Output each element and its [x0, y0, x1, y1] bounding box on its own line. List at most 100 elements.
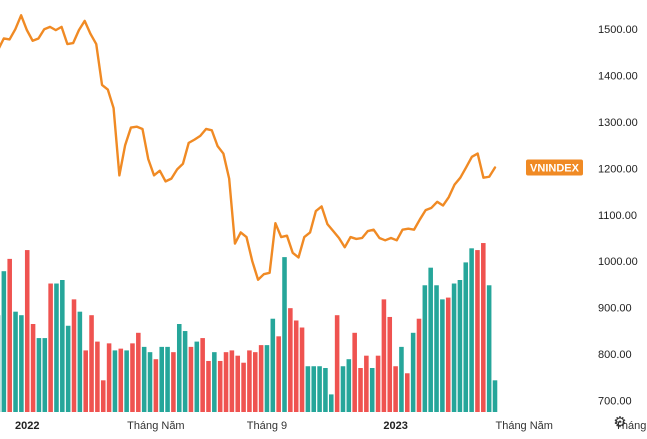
volume-bar: [60, 280, 65, 412]
volume-bar: [165, 347, 170, 412]
volume-bar: [405, 373, 410, 412]
volume-bar: [393, 366, 398, 412]
volume-bar: [7, 259, 12, 412]
volume-bar: [72, 299, 77, 412]
volume-bar: [282, 257, 287, 412]
volume-bar: [446, 298, 451, 412]
volume-bar: [329, 394, 334, 412]
volume-bar: [142, 347, 147, 412]
volume-bar: [370, 368, 375, 412]
y-tick-label: 700.00: [598, 395, 632, 407]
volume-bar: [113, 350, 118, 412]
volume-bars: [0, 243, 497, 412]
y-tick-label: 800.00: [598, 349, 632, 361]
volume-bar: [136, 333, 141, 412]
volume-bar: [300, 328, 305, 412]
volume-bar: [265, 345, 270, 412]
volume-bar: [2, 271, 7, 412]
volume-bar: [335, 315, 340, 412]
volume-bar: [306, 366, 311, 412]
x-tick-label: 2022: [15, 420, 39, 432]
volume-bar: [463, 262, 468, 412]
y-tick-label: 1500.00: [598, 24, 638, 36]
y-tick-label: 1000.00: [598, 256, 638, 268]
volume-bar: [195, 342, 200, 412]
volume-bar: [183, 331, 188, 412]
volume-bar: [54, 284, 59, 412]
volume-bar: [83, 350, 88, 412]
x-tick-label: Tháng Năm: [495, 420, 552, 432]
y-tick-label: 1300.00: [598, 117, 638, 129]
volume-bar: [493, 380, 498, 412]
volume-bar: [376, 356, 381, 412]
volume-bar: [317, 366, 322, 412]
x-tick-label: Tháng Năm: [127, 420, 184, 432]
volume-bar: [230, 350, 235, 412]
volume-bar: [271, 319, 276, 412]
volume-bar: [323, 368, 328, 412]
volume-bar: [101, 380, 106, 412]
volume-bar: [364, 356, 369, 412]
gear-icon[interactable]: ⚙: [611, 414, 629, 432]
volume-bar: [358, 368, 363, 412]
volume-bar: [247, 350, 252, 412]
volume-bar: [13, 312, 18, 412]
volume-bar: [212, 352, 217, 412]
y-axis: 1500.001400.001300.001200.001100.001000.…: [598, 24, 638, 407]
price-line-layer: [0, 15, 495, 279]
volume-bar: [107, 343, 112, 412]
volume-bar: [25, 250, 30, 412]
volume-bar: [382, 299, 387, 412]
volume-bar: [469, 248, 474, 412]
volume-bar: [177, 324, 182, 412]
volume-bar: [276, 336, 281, 412]
volume-bar: [428, 268, 433, 412]
volume-bar: [294, 320, 299, 412]
volume-bar: [31, 324, 36, 412]
volume-bar: [78, 312, 83, 412]
volume-bar: [148, 352, 153, 412]
y-tick-label: 900.00: [598, 303, 632, 315]
y-tick-label: 1100.00: [598, 210, 637, 222]
x-tick-label: Tháng 9: [247, 420, 287, 432]
volume-bar: [347, 359, 352, 412]
volume-bar: [341, 366, 346, 412]
volume-bar: [253, 352, 258, 412]
volume-bar: [171, 352, 176, 412]
volume-bar: [434, 285, 439, 412]
volume-bar: [399, 347, 404, 412]
volume-bar: [224, 352, 229, 412]
volume-bar: [241, 363, 246, 412]
volume-bar: [475, 250, 480, 412]
volume-bar: [37, 338, 42, 412]
volume-bar: [352, 333, 357, 412]
volume-bar: [288, 308, 293, 412]
volume-bar: [487, 285, 492, 412]
volume-bar: [95, 342, 100, 412]
volume-bar: [119, 349, 124, 412]
volume-bar: [417, 319, 422, 412]
volume-bar: [452, 284, 457, 412]
vnindex-line: [0, 15, 495, 279]
volume-bar: [218, 361, 223, 412]
volume-bar: [19, 315, 24, 412]
volume-bar: [423, 285, 428, 412]
volume-bar: [130, 343, 135, 412]
volume-bar: [311, 366, 316, 412]
volume-bar: [189, 347, 194, 412]
last-value-badge: VNINDEX: [526, 159, 583, 175]
volume-bar: [259, 345, 264, 412]
volume-bar: [411, 333, 416, 412]
badge-label: VNINDEX: [530, 162, 580, 174]
volume-bar: [159, 347, 164, 412]
volume-bar: [458, 280, 463, 412]
volume-bar: [89, 315, 94, 412]
volume-bar: [43, 338, 48, 412]
volume-bar: [48, 284, 53, 412]
volume-bar: [481, 243, 486, 412]
volume-bar: [235, 356, 240, 412]
volume-bar: [206, 361, 211, 412]
